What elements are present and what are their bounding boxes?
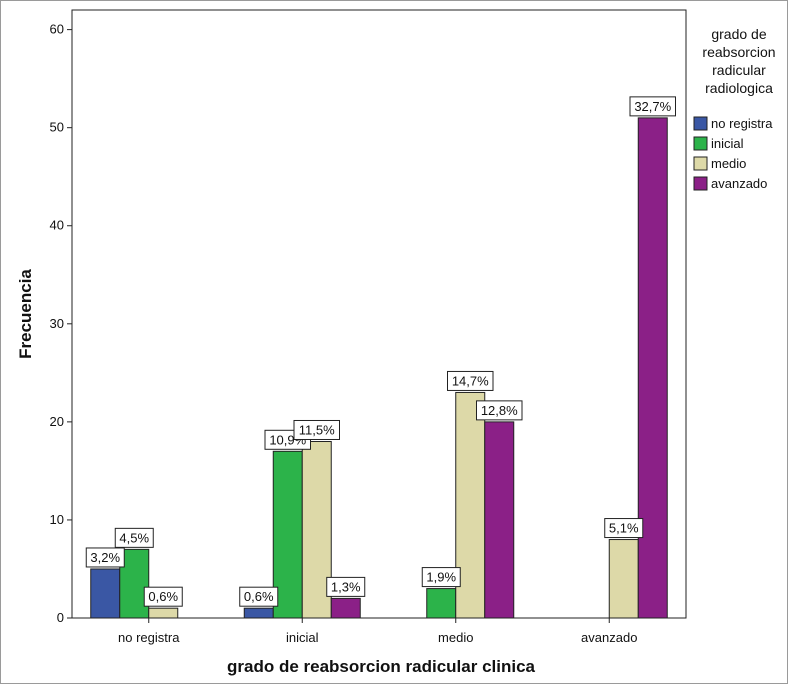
bars-group bbox=[90, 117, 668, 619]
data-label: 3,2% bbox=[90, 550, 120, 565]
legend-label: inicial bbox=[711, 136, 744, 151]
bar bbox=[637, 117, 668, 619]
data-label-box bbox=[114, 527, 154, 548]
y-tick-label: 40 bbox=[50, 218, 64, 233]
y-tick-label: 50 bbox=[50, 120, 64, 135]
data-label-box bbox=[239, 586, 279, 607]
data-label-box bbox=[326, 576, 366, 597]
y-tick-label: 20 bbox=[50, 414, 64, 429]
data-label: 1,3% bbox=[331, 579, 361, 594]
x-tick-label: no registra bbox=[118, 630, 180, 645]
data-label: 0,6% bbox=[148, 589, 178, 604]
data-label-box bbox=[85, 547, 125, 568]
bar bbox=[484, 421, 515, 619]
x-tick-label: medio bbox=[438, 630, 473, 645]
legend-swatch bbox=[693, 176, 708, 191]
data-label-box bbox=[629, 96, 676, 117]
legend-swatch bbox=[693, 156, 708, 171]
data-label-box bbox=[293, 419, 340, 440]
data-label: 0,6% bbox=[244, 589, 274, 604]
data-label: 4,5% bbox=[119, 530, 149, 545]
y-tick-label: 60 bbox=[50, 22, 64, 37]
data-label: 32,7% bbox=[634, 99, 671, 114]
data-labels-group: 3,2%0,6%4,5%10,9%1,9%0,6%11,5%14,7%5,1%1… bbox=[85, 96, 676, 607]
plot-area bbox=[71, 9, 687, 619]
data-label: 1,9% bbox=[426, 570, 456, 585]
legend-title-line: grado de bbox=[711, 26, 766, 42]
legend-swatch bbox=[693, 116, 708, 131]
data-label: 14,7% bbox=[452, 373, 489, 388]
x-tick-label: avanzado bbox=[581, 630, 637, 645]
y-axis: 0 10 20 30 40 50 60 bbox=[50, 22, 72, 625]
legend-label: medio bbox=[711, 156, 746, 171]
y-tick-label: 10 bbox=[50, 512, 64, 527]
data-label: 11,5% bbox=[299, 422, 335, 437]
legend-label: no registra bbox=[711, 116, 773, 131]
bar bbox=[148, 607, 179, 619]
legend-title-line: radiologica bbox=[705, 80, 773, 96]
bar bbox=[608, 539, 639, 619]
data-label-box bbox=[476, 400, 523, 421]
data-label: 12,8% bbox=[481, 403, 518, 418]
x-axis-title: grado de reabsorcion radicular clinica bbox=[227, 657, 536, 676]
y-tick-label: 0 bbox=[57, 610, 64, 625]
y-axis-title: Frecuencia bbox=[16, 269, 35, 359]
data-label-box bbox=[421, 567, 461, 588]
y-tick-label: 30 bbox=[50, 316, 64, 331]
bar bbox=[90, 568, 121, 619]
legend: grado de reabsorcion radicular radiologica n… bbox=[693, 26, 776, 191]
legend-swatch bbox=[693, 136, 708, 151]
data-label-box bbox=[447, 370, 494, 391]
legend-title-line: radicular bbox=[712, 62, 766, 78]
bar bbox=[243, 607, 274, 619]
data-label-box bbox=[604, 518, 644, 539]
bar bbox=[330, 597, 361, 619]
legend-label: avanzado bbox=[711, 176, 767, 191]
bar bbox=[426, 588, 457, 619]
data-label-box bbox=[143, 586, 183, 607]
x-axis: no registra inicial medio avanzado bbox=[118, 618, 637, 645]
x-tick-label: inicial bbox=[286, 630, 319, 645]
legend-title-line: reabsorcion bbox=[702, 44, 775, 60]
data-label: 5,1% bbox=[609, 521, 639, 536]
